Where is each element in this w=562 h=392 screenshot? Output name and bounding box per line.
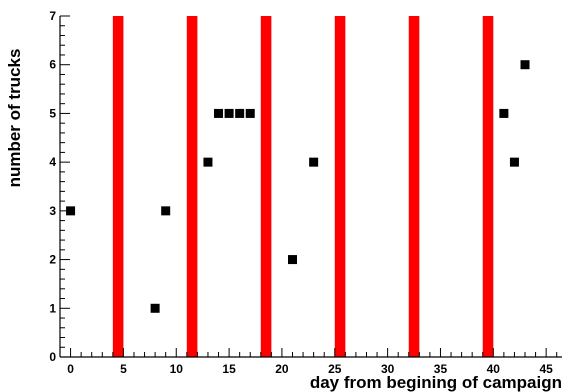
x-tick-label: 30 — [381, 362, 395, 376]
y-tick-label: 0 — [49, 350, 56, 364]
highlight-bands — [112, 16, 494, 357]
data-point — [66, 206, 76, 216]
data-point — [245, 108, 255, 118]
data-point — [235, 108, 245, 118]
y-tick-label: 3 — [49, 204, 56, 218]
highlight-band — [112, 16, 124, 357]
x-tick-label: 15 — [222, 362, 236, 376]
highlight-band — [334, 16, 346, 357]
x-axis-title: day from begining of campaign — [310, 373, 562, 392]
y-tick-label: 7 — [49, 9, 56, 23]
x-tick-label: 5 — [120, 362, 127, 376]
y-tick-label: 1 — [49, 301, 56, 315]
x-tick-label: 45 — [539, 362, 553, 376]
y-axis-title: number of trucks — [5, 49, 24, 188]
data-point — [161, 206, 171, 216]
data-point — [203, 157, 213, 167]
data-point — [224, 108, 234, 118]
y-tick-label: 5 — [49, 106, 56, 120]
data-point — [520, 60, 530, 70]
data-point — [509, 157, 519, 167]
x-tick-label: 10 — [170, 362, 184, 376]
data-point — [309, 157, 319, 167]
x-tick-label: 25 — [328, 362, 342, 376]
axes — [59, 15, 562, 358]
y-tick-label: 4 — [49, 155, 56, 169]
data-point — [499, 108, 509, 118]
x-tick-label: 40 — [487, 362, 501, 376]
x-tick-label: 0 — [67, 362, 74, 376]
highlight-band — [408, 16, 420, 357]
highlight-band — [260, 16, 272, 357]
x-tick-label: 35 — [434, 362, 448, 376]
highlight-band — [186, 16, 198, 357]
y-tick-label: 6 — [49, 58, 56, 72]
data-points — [66, 60, 530, 313]
highlight-band — [482, 16, 494, 357]
data-point — [150, 303, 160, 313]
data-point — [214, 108, 224, 118]
x-tick-label: 20 — [275, 362, 289, 376]
data-point — [288, 255, 298, 265]
y-tick-label: 2 — [49, 253, 56, 267]
